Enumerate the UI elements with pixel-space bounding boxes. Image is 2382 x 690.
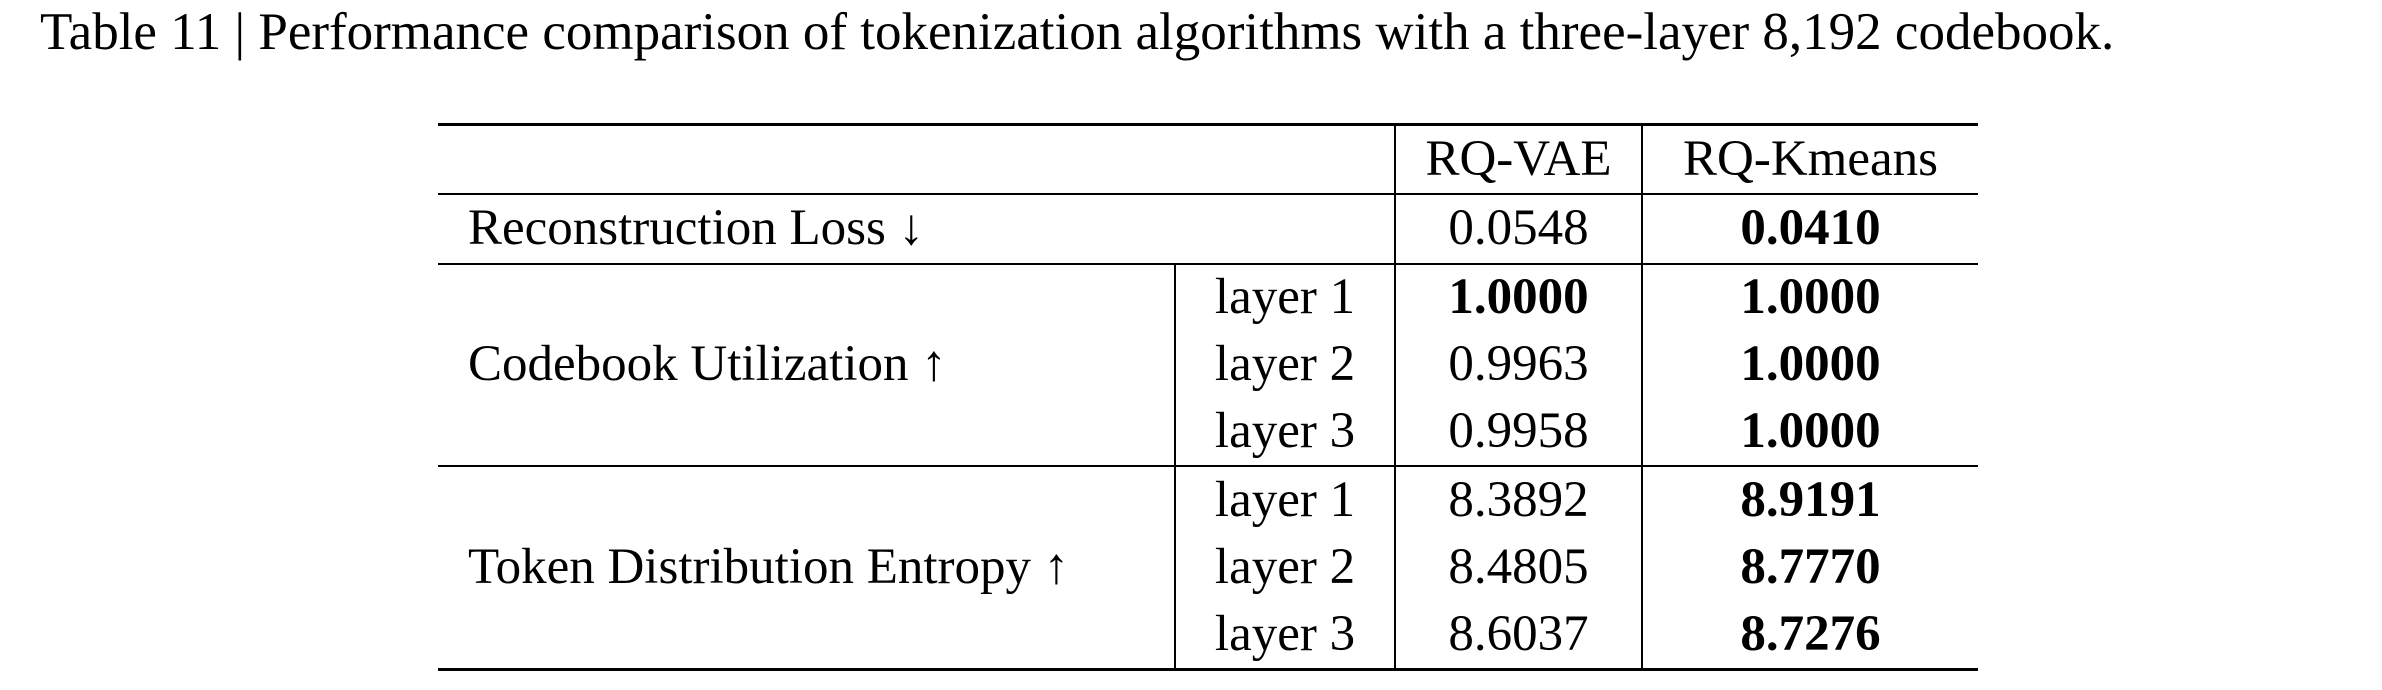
- value-entropy-l3-rq-vae: 8.6037: [1394, 601, 1642, 670]
- results-table: RQ-VAE RQ-Kmeans Reconstruction Loss ↓ 0…: [438, 123, 1978, 671]
- table-row-codebook-layer1: Codebook Utilization ↑ layer 1 1.0000 1.…: [438, 263, 1978, 467]
- value-entropy-l2-rq-kmeans: 8.7770: [1641, 533, 1978, 602]
- value-reconstruction-rq-vae: 0.0548: [1394, 193, 1642, 265]
- header-rq-vae: RQ-VAE: [1394, 124, 1642, 195]
- metric-label-token-distribution-entropy: Token Distribution Entropy ↑: [468, 538, 1070, 595]
- value-codebook-l1-rq-kmeans: 1.0000: [1641, 263, 1978, 331]
- value-entropy-l2-rq-vae: 8.4805: [1394, 533, 1642, 602]
- header-rq-kmeans: RQ-Kmeans: [1641, 124, 1978, 195]
- value-reconstruction-rq-kmeans: 0.0410: [1641, 193, 1978, 265]
- value-entropy-l1-rq-kmeans: 8.9191: [1641, 465, 1978, 534]
- table-row-entropy-layer3: layer 3 8.6037 8.7276: [438, 601, 1978, 670]
- layer-label: layer 3: [1174, 397, 1395, 467]
- header-empty-cell: [438, 124, 1395, 195]
- value-codebook-l1-rq-vae: 1.0000: [1394, 263, 1642, 331]
- table-row-codebook-layer2: layer 2 0.9963 1.0000: [438, 330, 1978, 398]
- value-codebook-l2-rq-kmeans: 1.0000: [1641, 330, 1978, 398]
- table-row-entropy-layer1: Token Distribution Entropy ↑ layer 1 8.3…: [438, 465, 1978, 592]
- layer-label: layer 3: [1174, 601, 1395, 670]
- table-row-entropy-layer2: layer 2 8.4805 8.7770: [438, 533, 1978, 602]
- value-entropy-l1-rq-vae: 8.3892: [1394, 465, 1642, 534]
- table-caption: Table 11 | Performance comparison of tok…: [40, 3, 2115, 61]
- table-row-reconstruction-loss: Reconstruction Loss ↓ 0.0548 0.0410: [438, 193, 1978, 265]
- table-header-row: RQ-VAE RQ-Kmeans: [438, 124, 1978, 195]
- value-codebook-l2-rq-vae: 0.9963: [1394, 330, 1642, 398]
- value-codebook-l3-rq-kmeans: 1.0000: [1641, 397, 1978, 467]
- table-row-codebook-layer3: layer 3 0.9958 1.0000: [438, 397, 1978, 467]
- value-codebook-l3-rq-vae: 0.9958: [1394, 397, 1642, 467]
- layer-label: layer 1: [1174, 465, 1395, 534]
- layer-label: layer 1: [1174, 263, 1395, 331]
- layer-label: layer 2: [1174, 533, 1395, 602]
- value-entropy-l3-rq-kmeans: 8.7276: [1641, 601, 1978, 670]
- metric-label-reconstruction-loss: Reconstruction Loss ↓: [438, 193, 1395, 265]
- metric-label-codebook-utilization: Codebook Utilization ↑: [438, 263, 1175, 467]
- layer-label: layer 2: [1174, 330, 1395, 398]
